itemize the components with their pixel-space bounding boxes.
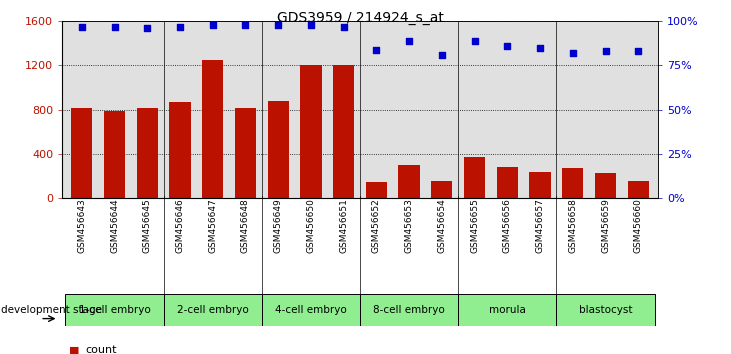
Bar bbox=[628, 181, 649, 198]
Text: GSM456645: GSM456645 bbox=[143, 198, 152, 253]
Bar bbox=[170, 102, 191, 198]
Point bbox=[632, 48, 644, 54]
Text: GSM456653: GSM456653 bbox=[405, 198, 414, 253]
Text: GSM456644: GSM456644 bbox=[110, 198, 119, 253]
Text: GSM456657: GSM456657 bbox=[536, 198, 545, 253]
Text: GSM456658: GSM456658 bbox=[568, 198, 577, 253]
Point bbox=[534, 45, 546, 51]
Text: GSM456655: GSM456655 bbox=[470, 198, 479, 253]
Point bbox=[76, 24, 88, 29]
Bar bbox=[366, 182, 387, 198]
Bar bbox=[458, 294, 556, 326]
Text: GSM456650: GSM456650 bbox=[306, 198, 315, 253]
Point bbox=[371, 47, 382, 52]
Text: GSM456660: GSM456660 bbox=[634, 198, 643, 253]
Text: GSM456654: GSM456654 bbox=[437, 198, 447, 253]
Text: development stage: development stage bbox=[1, 305, 102, 315]
Point bbox=[109, 24, 121, 29]
Point bbox=[174, 24, 186, 29]
Bar bbox=[65, 294, 164, 326]
Bar bbox=[496, 167, 518, 198]
Point bbox=[404, 38, 415, 44]
Text: GSM456646: GSM456646 bbox=[175, 198, 184, 253]
Bar bbox=[300, 65, 322, 198]
Text: GSM456647: GSM456647 bbox=[208, 198, 217, 253]
Text: GSM456643: GSM456643 bbox=[77, 198, 86, 253]
Text: 8-cell embryo: 8-cell embryo bbox=[374, 305, 445, 315]
Text: GSM456649: GSM456649 bbox=[273, 198, 283, 253]
Point bbox=[599, 48, 611, 54]
Text: GSM456651: GSM456651 bbox=[339, 198, 348, 253]
Text: morula: morula bbox=[489, 305, 526, 315]
Text: GSM456648: GSM456648 bbox=[241, 198, 250, 253]
Text: 1-cell embryo: 1-cell embryo bbox=[79, 305, 151, 315]
Bar bbox=[202, 60, 224, 198]
Text: count: count bbox=[86, 346, 117, 354]
Bar bbox=[464, 157, 485, 198]
Point bbox=[240, 22, 251, 28]
Bar bbox=[268, 101, 289, 198]
Bar bbox=[360, 294, 458, 326]
Bar bbox=[431, 181, 452, 198]
Bar bbox=[71, 108, 92, 198]
Text: GSM456656: GSM456656 bbox=[503, 198, 512, 253]
Bar bbox=[398, 165, 420, 198]
Bar bbox=[137, 108, 158, 198]
Text: blastocyst: blastocyst bbox=[579, 305, 632, 315]
Point bbox=[436, 52, 447, 58]
Bar bbox=[529, 172, 550, 198]
Text: GSM456659: GSM456659 bbox=[601, 198, 610, 253]
Text: GSM456652: GSM456652 bbox=[372, 198, 381, 253]
Point bbox=[273, 22, 284, 28]
Point bbox=[469, 38, 480, 44]
Text: GDS3959 / 214924_s_at: GDS3959 / 214924_s_at bbox=[276, 11, 444, 25]
Bar bbox=[556, 294, 655, 326]
Point bbox=[338, 24, 349, 29]
Point bbox=[207, 22, 219, 28]
Point bbox=[567, 50, 579, 56]
Bar bbox=[164, 294, 262, 326]
Point bbox=[305, 22, 317, 28]
Point bbox=[141, 25, 153, 31]
Bar bbox=[562, 169, 583, 198]
Point bbox=[501, 43, 513, 49]
Text: 2-cell embryo: 2-cell embryo bbox=[177, 305, 249, 315]
Bar bbox=[595, 173, 616, 198]
Bar bbox=[262, 294, 360, 326]
Bar bbox=[104, 111, 125, 198]
Bar bbox=[235, 108, 256, 198]
Text: 4-cell embryo: 4-cell embryo bbox=[275, 305, 346, 315]
Text: ■: ■ bbox=[69, 346, 80, 354]
Bar bbox=[333, 65, 355, 198]
